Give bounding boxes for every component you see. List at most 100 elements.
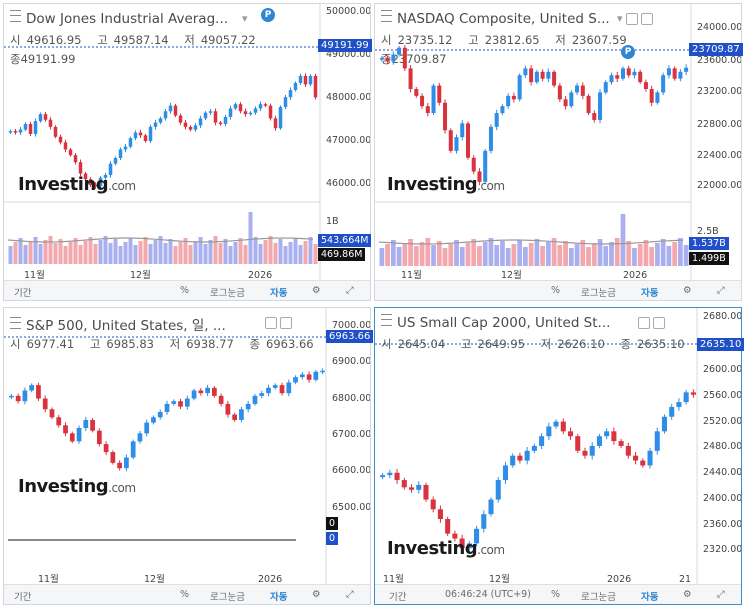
volume-bar bbox=[568, 248, 574, 266]
x-tick-label: 2026 bbox=[623, 270, 647, 281]
volume-bar bbox=[390, 240, 396, 266]
percent-button[interactable]: % bbox=[180, 285, 190, 296]
candle-body bbox=[669, 406, 675, 417]
fullscreen-icon[interactable]: ⤢ bbox=[346, 285, 354, 296]
candle-body bbox=[402, 47, 407, 69]
auto-scale-button[interactable]: 자동 bbox=[270, 592, 288, 603]
candle-body bbox=[625, 445, 631, 456]
candle-body bbox=[500, 106, 505, 114]
open-value: 6977.41 bbox=[26, 337, 75, 351]
fullscreen-icon[interactable]: ⤢ bbox=[346, 589, 354, 600]
volume-bar bbox=[83, 241, 88, 264]
symbol-title[interactable]: US Small Cap 2000, United St... bbox=[397, 315, 611, 331]
volume-bar bbox=[193, 241, 198, 264]
chart-panel-nasdaq[interactable]: NASDAQ Composite, United S... ▾ 시 23735.1… bbox=[374, 3, 743, 301]
candle-body bbox=[420, 95, 425, 107]
period-button[interactable]: 기간 bbox=[14, 288, 32, 299]
close-readout: 종49191.99 bbox=[10, 51, 75, 67]
volume-bar bbox=[683, 245, 689, 266]
menu-icon[interactable] bbox=[381, 314, 392, 326]
candle-body bbox=[611, 431, 617, 442]
volume-bar bbox=[203, 244, 208, 264]
percent-button[interactable]: % bbox=[180, 589, 190, 600]
candle-body bbox=[83, 419, 89, 428]
price-chart[interactable]: 7000.00 6900.00 6800.00 6700.00 6600.00 6500.… bbox=[4, 308, 370, 586]
candle-body bbox=[259, 393, 265, 396]
volume-bar bbox=[183, 238, 188, 264]
fullscreen-icon[interactable]: ⤢ bbox=[717, 589, 725, 600]
volume-bar bbox=[143, 237, 148, 264]
candle-body bbox=[517, 455, 523, 461]
y-tick-label: 2560.00 bbox=[703, 390, 741, 401]
volume-bar bbox=[293, 238, 298, 264]
volume-tag-current: 543.664M bbox=[318, 234, 372, 247]
price-chart[interactable]: 24000.00 23600.00 23200.00 22800.00 22400.00… bbox=[375, 4, 741, 282]
candle-body bbox=[42, 398, 48, 410]
volume-bar bbox=[118, 246, 123, 264]
candle-body bbox=[661, 75, 666, 93]
panel-footer: % 로그눈금 자동 ⚙ ⤢ bbox=[375, 280, 741, 300]
x-tick-label: 11월 bbox=[24, 269, 45, 281]
auto-scale-button[interactable]: 자동 bbox=[270, 288, 288, 299]
candle-body bbox=[178, 401, 183, 407]
fullscreen-icon[interactable]: ⤢ bbox=[717, 285, 725, 296]
high-label: 고 bbox=[97, 33, 108, 47]
candle-body bbox=[137, 433, 143, 442]
menu-icon[interactable] bbox=[381, 10, 392, 22]
y-tick-label: 24000.00 bbox=[697, 22, 741, 33]
candle-body bbox=[443, 102, 448, 131]
candle-body bbox=[232, 414, 238, 420]
p-badge-icon[interactable]: P bbox=[261, 8, 275, 22]
volume-bar bbox=[113, 239, 118, 264]
candle-body bbox=[110, 452, 116, 463]
percent-button[interactable]: % bbox=[551, 285, 561, 296]
volume-bar bbox=[517, 240, 523, 266]
chart-panel-dow[interactable]: Dow Jones Industrial Averag... ▾ 시 49616.… bbox=[3, 3, 372, 301]
log-scale-button[interactable]: 로그눈금 bbox=[581, 288, 616, 299]
symbol-title[interactable]: Dow Jones Industrial Averag... bbox=[26, 11, 229, 27]
candle-body bbox=[299, 374, 305, 378]
candle-body bbox=[540, 71, 545, 79]
volume-bar bbox=[78, 245, 83, 264]
candle-body bbox=[144, 422, 150, 434]
menu-icon[interactable] bbox=[10, 317, 21, 329]
gear-icon[interactable]: ⚙ bbox=[683, 285, 692, 296]
volume-bar bbox=[609, 242, 614, 266]
period-button[interactable]: 기간 bbox=[14, 592, 32, 603]
candle-body bbox=[655, 92, 660, 103]
volume-tick-label: 1B bbox=[326, 216, 339, 227]
gear-icon[interactable]: ⚙ bbox=[312, 285, 321, 296]
chart-panel-smallcap[interactable]: US Small Cap 2000, United St... 시 2645.04… bbox=[374, 307, 745, 605]
chart-panel-sp500[interactable]: S&P 500, United States, 일, ... 시 6977.41 … bbox=[3, 307, 374, 605]
x-tick-label: 12월 bbox=[501, 269, 522, 281]
volume-bar bbox=[500, 241, 505, 266]
candle-body bbox=[408, 487, 415, 490]
symbol-title[interactable]: NASDAQ Composite, United S... bbox=[397, 11, 610, 27]
log-scale-button[interactable]: 로그눈금 bbox=[581, 592, 616, 603]
symbol-title[interactable]: S&P 500, United States, 일, ... bbox=[26, 318, 226, 334]
log-scale-button[interactable]: 로그눈금 bbox=[210, 592, 245, 603]
candle-body bbox=[53, 126, 58, 137]
percent-button[interactable]: % bbox=[551, 589, 561, 600]
period-button[interactable]: 기간 bbox=[389, 592, 407, 603]
p-badge-icon[interactable]: P bbox=[621, 45, 635, 59]
auto-scale-button[interactable]: 자동 bbox=[641, 592, 659, 603]
volume-bar bbox=[138, 241, 143, 264]
y-tick-label: 6700.00 bbox=[332, 429, 370, 440]
volume-bar bbox=[163, 243, 168, 264]
candle-body bbox=[502, 465, 509, 481]
volume-bar bbox=[649, 247, 655, 266]
auto-scale-button[interactable]: 자동 bbox=[641, 288, 659, 299]
clock-readout: 06:46:24 (UTC+9) bbox=[445, 589, 531, 600]
log-scale-button[interactable]: 로그눈금 bbox=[210, 288, 245, 299]
open-value: 49616.95 bbox=[26, 33, 82, 47]
panel-footer: 기간 06:46:24 (UTC+9) % 로그눈금 자동 ⚙ ⤢ bbox=[375, 584, 741, 604]
candle-body bbox=[471, 157, 476, 172]
gear-icon[interactable]: ⚙ bbox=[683, 589, 692, 600]
menu-icon[interactable] bbox=[10, 10, 21, 22]
candle-body bbox=[510, 455, 516, 466]
candle-body bbox=[93, 184, 98, 187]
gear-icon[interactable]: ⚙ bbox=[312, 589, 321, 600]
volume-bar bbox=[431, 245, 436, 266]
price-chart[interactable]: 50000.00 49000.00 48000.00 47000.00 46000.00… bbox=[4, 4, 370, 282]
